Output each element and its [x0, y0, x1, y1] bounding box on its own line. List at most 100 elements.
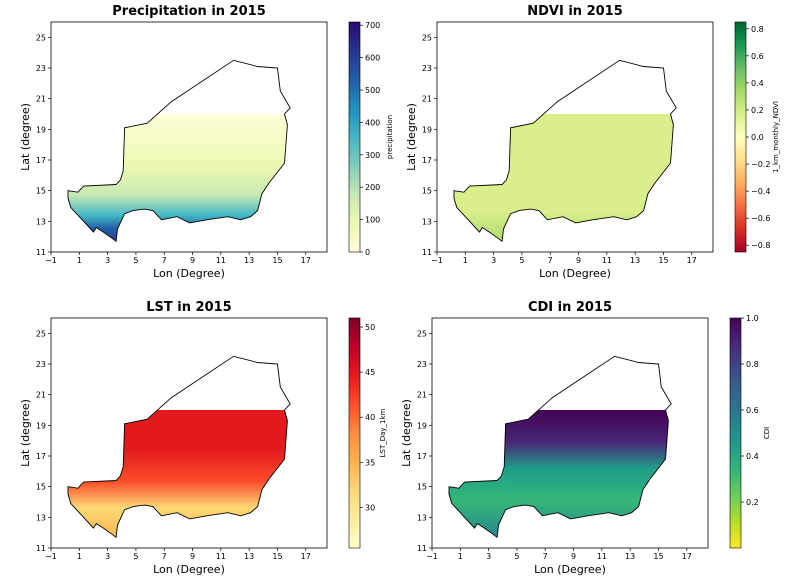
- colorbar-tick-label: 0.4: [746, 452, 759, 461]
- country-outline: [67, 59, 291, 243]
- y-tick-label: 17: [36, 452, 46, 461]
- y-tick-label: 21: [417, 391, 427, 400]
- x-tick-label: −1: [431, 256, 443, 265]
- y-axis-label: Lat (degree): [19, 399, 32, 467]
- colorbar-tick-label: 0.6: [746, 406, 759, 415]
- x-tick-label: 1: [463, 256, 468, 265]
- x-tick-label: 15: [658, 256, 668, 265]
- x-axis-label: Lon (Degree): [539, 267, 611, 280]
- x-tick-label: 11: [597, 552, 607, 561]
- x-tick-label: 9: [576, 256, 581, 265]
- axes-frame: [50, 21, 328, 253]
- colorbar-tick-label: 50: [365, 323, 375, 332]
- axes-frame: [50, 317, 328, 549]
- x-tick-label: 5: [519, 256, 524, 265]
- x-tick-label: 9: [190, 552, 195, 561]
- x-tick-label: 1: [77, 552, 82, 561]
- colorbar-tick-label: 0.2: [751, 106, 764, 115]
- chart-title: NDVI in 2015: [527, 4, 623, 19]
- y-tick-label: 13: [36, 217, 46, 226]
- colorbar-tick-label: 45: [365, 368, 375, 377]
- chart-panel: −1 1 3 5 7 9 11 13 15 171113151719212325Precipita…: [19, 4, 394, 280]
- colorbar-tick-label: 300: [365, 151, 380, 160]
- y-tick-label: 13: [36, 513, 46, 522]
- colorbar-tick-label: −0.8: [751, 241, 770, 250]
- y-tick-label: 17: [422, 156, 432, 165]
- colorbar-tick-label: 0.0: [751, 133, 764, 142]
- y-tick-label: 25: [36, 329, 46, 338]
- map-raster: [454, 114, 677, 242]
- colorbar-tick-label: 700: [365, 21, 380, 30]
- axes-frame: [431, 317, 709, 549]
- x-tick-label: 9: [190, 256, 195, 265]
- y-tick-label: 17: [36, 156, 46, 165]
- colorbar-tick-label: 100: [365, 216, 380, 225]
- map-raster: [68, 410, 291, 538]
- x-tick-label: 15: [272, 552, 282, 561]
- x-tick-label: 11: [216, 256, 226, 265]
- chart-title: Precipitation in 2015: [112, 4, 265, 19]
- y-axis-label: Lat (degree): [400, 399, 413, 467]
- colorbar-label: CDI: [763, 427, 771, 439]
- x-tick-label: 17: [301, 552, 311, 561]
- x-tick-label: 13: [625, 552, 635, 561]
- x-tick-label: 3: [491, 256, 496, 265]
- x-tick-label: 15: [272, 256, 282, 265]
- x-tick-label: −1: [45, 256, 57, 265]
- chart-title: CDI in 2015: [528, 300, 612, 315]
- x-tick-label: 17: [687, 256, 697, 265]
- x-tick-label: 3: [105, 256, 110, 265]
- y-tick-label: 23: [36, 360, 46, 369]
- colorbar-label: LST_Day_1km: [379, 408, 387, 457]
- y-tick-label: 11: [422, 248, 432, 257]
- colorbar-tick-label: 1.0: [746, 314, 759, 323]
- y-tick-label: 21: [422, 95, 432, 104]
- y-tick-label: 15: [417, 483, 427, 492]
- colorbar-tick-label: 0.8: [751, 25, 764, 34]
- x-tick-label: 13: [244, 552, 254, 561]
- y-tick-label: 25: [36, 33, 46, 42]
- x-tick-label: 5: [133, 256, 138, 265]
- x-tick-label: 7: [162, 552, 167, 561]
- x-tick-label: 1: [458, 552, 463, 561]
- x-tick-label: 17: [301, 256, 311, 265]
- map-raster: [449, 410, 672, 538]
- colorbar-tick-label: 200: [365, 183, 380, 192]
- colorbar-tick-label: 0: [365, 248, 370, 257]
- x-tick-label: 17: [682, 552, 692, 561]
- x-tick-label: 3: [105, 552, 110, 561]
- x-tick-label: 1: [77, 256, 82, 265]
- x-tick-label: 7: [543, 552, 548, 561]
- y-tick-label: 17: [417, 452, 427, 461]
- y-tick-label: 23: [422, 64, 432, 73]
- x-tick-label: 5: [514, 552, 519, 561]
- x-tick-label: −1: [426, 552, 438, 561]
- x-axis-label: Lon (Degree): [534, 563, 606, 576]
- y-tick-label: 11: [36, 248, 46, 257]
- y-tick-label: 23: [36, 64, 46, 73]
- colorbar: [348, 317, 361, 549]
- colorbar-tick-label: 40: [365, 413, 375, 422]
- colorbar: [348, 21, 361, 253]
- map-raster: [68, 114, 291, 242]
- x-tick-label: 13: [244, 256, 254, 265]
- y-tick-label: 21: [36, 391, 46, 400]
- colorbar-tick-label: 600: [365, 54, 380, 63]
- y-axis-label: Lat (degree): [405, 103, 418, 171]
- colorbar-tick-label: 30: [365, 503, 375, 512]
- colorbar: [729, 317, 742, 549]
- country-outline: [453, 59, 677, 243]
- y-tick-label: 25: [417, 329, 427, 338]
- colorbar-tick-label: 0.4: [751, 79, 764, 88]
- x-tick-label: 3: [486, 552, 491, 561]
- colorbar-tick-label: 400: [365, 118, 380, 127]
- colorbar-tick-label: 0.8: [746, 360, 759, 369]
- colorbar-tick-label: 0.6: [751, 52, 764, 61]
- country-outline: [67, 355, 291, 539]
- y-tick-label: 19: [36, 125, 46, 134]
- colorbar-label: 1_km_monthly_NDVI: [772, 101, 780, 173]
- x-axis-label: Lon (Degree): [153, 563, 225, 576]
